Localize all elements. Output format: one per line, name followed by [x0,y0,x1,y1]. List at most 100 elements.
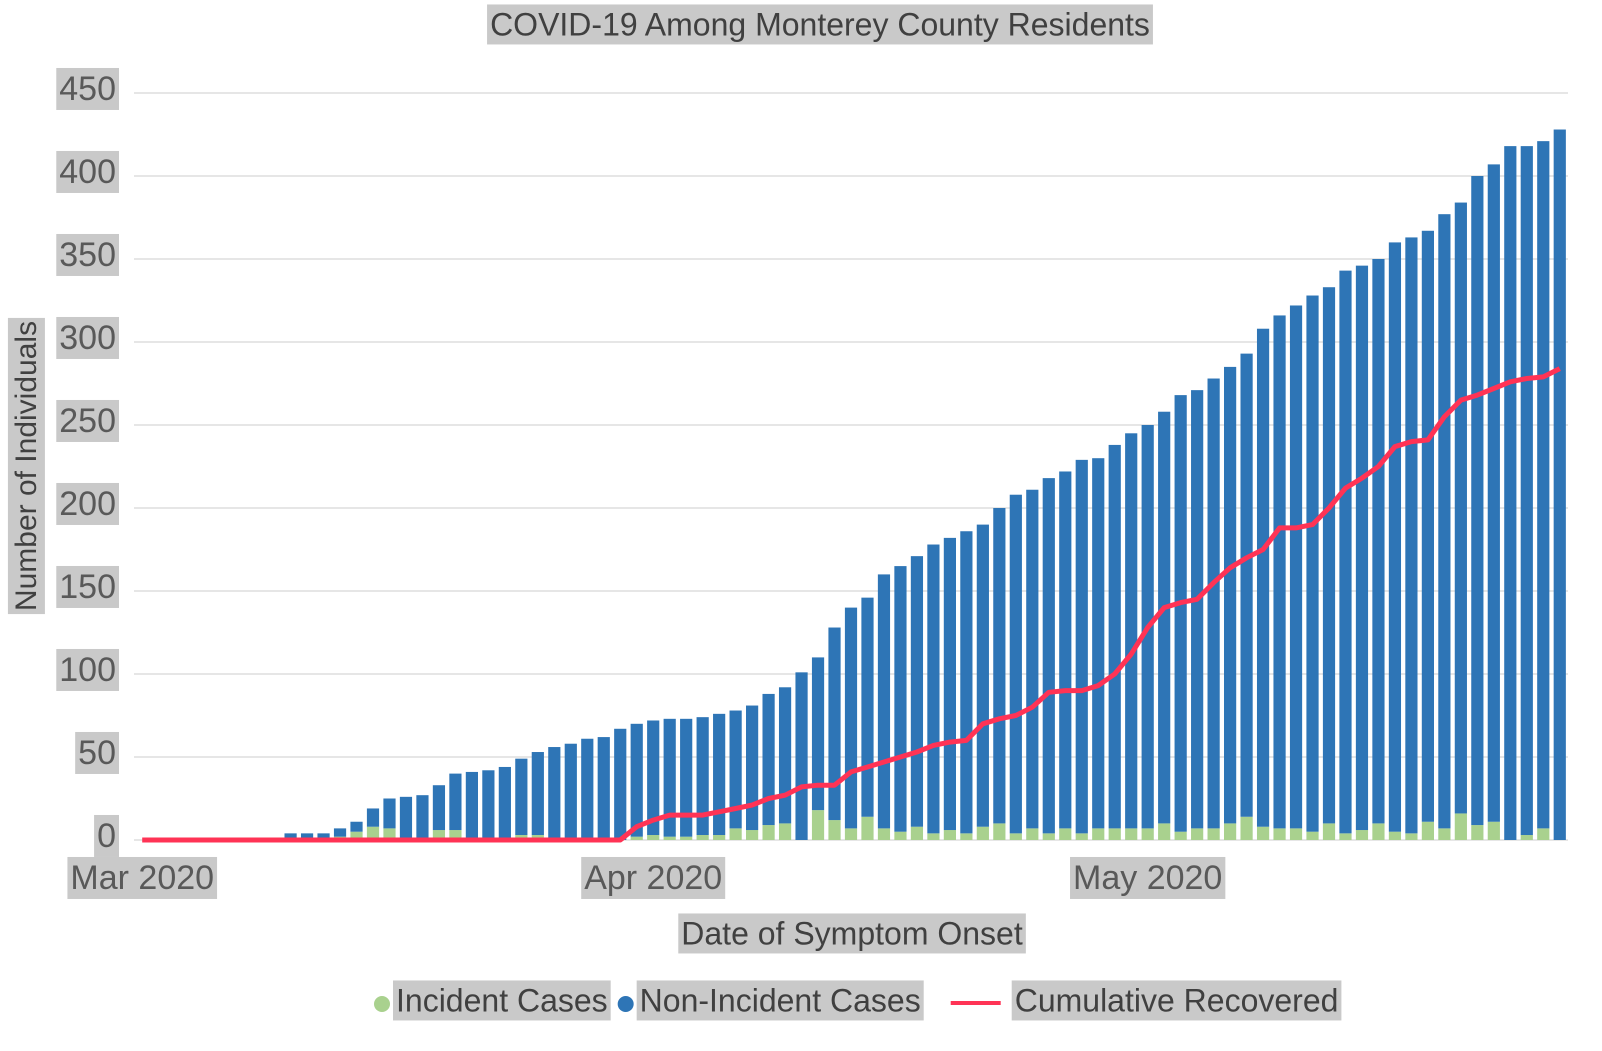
bar [943,537,956,831]
bar [1421,230,1434,822]
x-axis-label: Date of Symptom Onset [681,915,1023,951]
label-background [581,856,726,899]
y-tick-label: 400 [59,153,116,191]
bar [795,672,808,840]
label-background [1011,980,1342,1021]
bar [383,828,396,840]
bar [1026,828,1039,840]
bar [581,738,594,840]
legend-label: Cumulative Recovered [1015,982,1339,1018]
bar [1273,828,1286,840]
bar [630,836,643,840]
bar [333,828,347,837]
bar [1207,378,1220,829]
bar [943,830,956,840]
bar [762,825,775,840]
bar [1520,835,1533,840]
label-background [393,980,611,1021]
bar [1207,828,1220,840]
bar [1388,242,1402,832]
bar [811,810,825,840]
bar [449,773,462,831]
bar [1537,141,1550,829]
bar [1487,164,1500,822]
label-background [56,316,119,359]
bar [300,833,314,840]
bar [811,657,825,811]
bar [993,508,1006,824]
bar [844,828,858,840]
bar [663,836,676,840]
legend-label: Non-Incident Cases [640,982,921,1018]
line [142,366,1561,843]
y-tick-label: 150 [59,568,116,606]
chart-title: COVID-19 Among Monterey County Residents [490,6,1150,42]
bar [1092,828,1105,840]
bar [1256,328,1270,827]
bar [680,718,693,837]
bar [1174,395,1187,832]
bar [762,693,775,826]
bar [960,833,973,840]
label-background [56,565,119,608]
bar [1009,833,1022,840]
bar [960,531,973,834]
bar [1125,828,1138,840]
bar [548,747,561,840]
bar [976,524,989,827]
bar [729,828,742,840]
bar [1504,146,1517,840]
bar [630,723,643,837]
bar [894,566,907,832]
bar [1240,353,1253,817]
bar [465,771,478,840]
bar [927,544,940,834]
y-tick-label: 300 [59,319,116,357]
bar [861,597,874,817]
bar [1306,831,1319,840]
bar [910,556,924,827]
bar [976,826,989,840]
bar [1042,478,1055,834]
bar [1471,825,1484,840]
bar [1224,366,1237,824]
bar [1289,305,1303,829]
bar [531,752,544,836]
bar [1355,830,1369,840]
bar [284,833,297,840]
legend-label: Incident Cases [396,982,608,1018]
label-background [487,4,1153,45]
bar [515,758,528,836]
bar [1141,828,1154,840]
label-background [636,980,924,1021]
bar [1108,828,1121,840]
bar [1421,821,1434,840]
label-background [56,648,119,691]
bar [366,826,380,840]
bar [1487,821,1500,840]
bar [828,627,841,821]
bar [729,710,742,829]
bar [1372,259,1385,824]
bar [1322,823,1336,840]
bar [350,831,363,840]
bar [1454,202,1467,814]
bar [778,687,792,824]
bar [746,830,759,840]
legend-marker [374,996,390,1012]
bar [597,737,610,840]
bar [1438,828,1451,840]
bar [696,717,709,836]
bar [910,826,924,840]
label-background [56,67,119,110]
bar [696,835,709,840]
label-background [67,856,218,899]
bar [1158,823,1171,840]
bar [1273,315,1286,829]
bar [663,718,676,837]
bar [1224,823,1237,840]
bar [366,808,380,827]
label-background [1070,856,1226,899]
bar [1537,828,1550,840]
